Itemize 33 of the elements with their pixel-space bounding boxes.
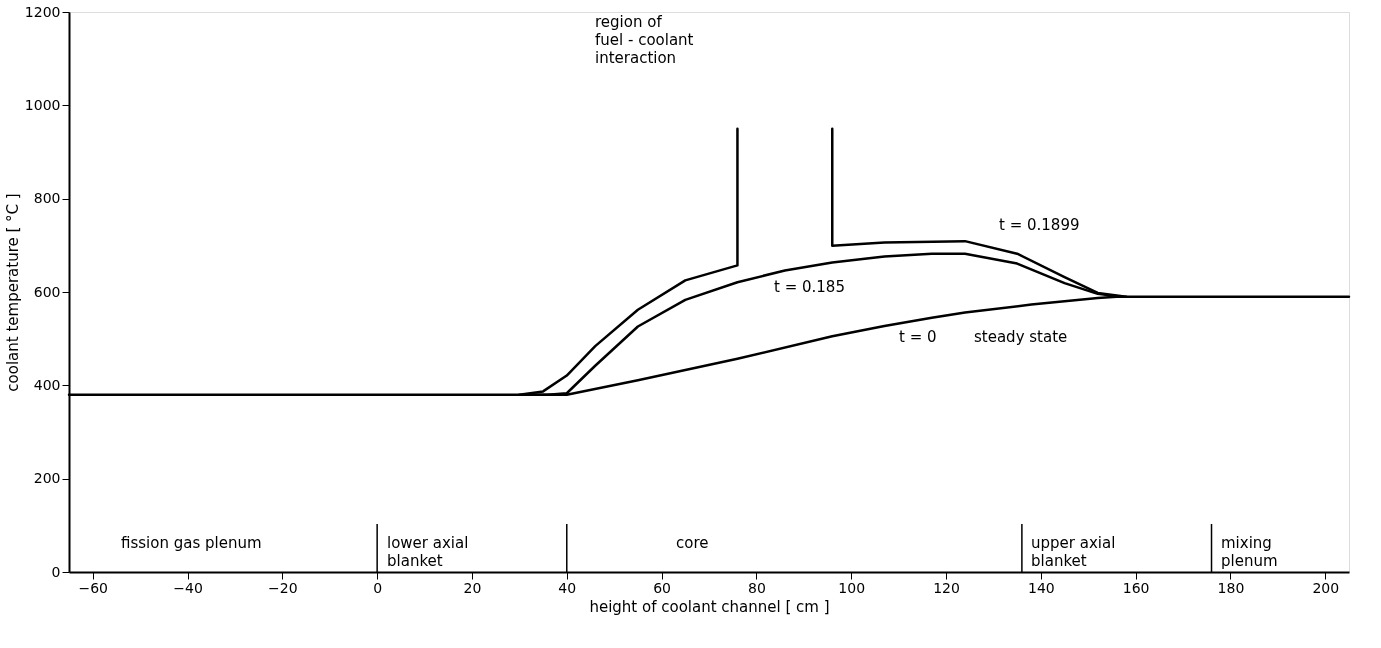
x-tick-label: 160 [1122,579,1150,596]
x-tick-label: 100 [838,579,866,596]
x-tick-label: 140 [1027,579,1055,596]
x-tick-label: 80 [747,579,766,596]
x-tick-label: −20 [268,579,298,596]
y-tick-label: 600 [33,283,61,300]
series-label: t = 0 [899,328,937,346]
x-tick-label: 180 [1217,579,1245,596]
x-tick-label: 60 [653,579,672,596]
y-tick-label: 400 [33,376,61,393]
y-tick-label: 1200 [24,3,61,20]
x-tick-label: 0 [373,579,383,596]
annotation: upper axial blanket [1031,534,1116,570]
y-tick-label: 1000 [24,96,61,113]
y-axis-title: coolant temperature [ °C ] [3,193,22,392]
y-tick-label: 0 [51,563,61,580]
x-tick-label: 40 [558,579,577,596]
annotation: lower axial blanket [387,534,469,570]
x-tick-label: 200 [1312,579,1340,596]
annotation: fission gas plenum [121,534,262,552]
x-tick-label: 20 [463,579,482,596]
x-axis-title: height of coolant channel [ cm ] [589,597,830,616]
x-tick-label: 120 [933,579,960,596]
annotation: region of fuel - coolant interaction [595,13,694,67]
y-tick-label: 200 [33,470,61,487]
annotation: mixing plenum [1221,534,1278,570]
annotation: steady state [974,328,1068,346]
series-label: t = 0.1899 [999,216,1080,234]
x-tick-label: −60 [78,579,108,596]
y-tick-label: 800 [33,190,61,207]
x-tick-label: −40 [173,579,203,596]
series-label: t = 0.185 [774,278,845,296]
annotation: core [676,534,709,552]
